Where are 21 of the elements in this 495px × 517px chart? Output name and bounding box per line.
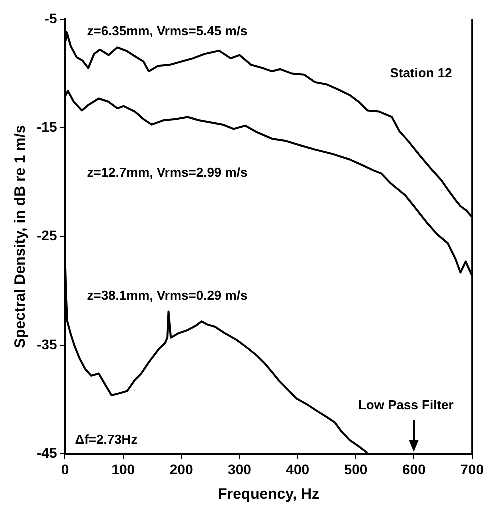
x-tick-label: 700 — [460, 461, 484, 478]
x-tick-label: 600 — [402, 461, 426, 478]
text: z=12.7mm, Vrms=2.99 m/s — [87, 165, 248, 180]
series-label: z=38.1mm, Vrms=0.29 m/s — [87, 288, 248, 303]
x-tick-label: 200 — [170, 461, 194, 478]
annotation: Station 12 — [390, 65, 452, 80]
y-tick-label: -5 — [44, 10, 58, 26]
series-label: z=6.35mm, Vrms=5.45 m/s — [87, 24, 248, 39]
x-tick-label: 500 — [344, 461, 368, 478]
x-tick-label: 300 — [228, 461, 252, 478]
y-tick-label: -25 — [37, 228, 58, 244]
y-axis-title: Spectral Density, in dB re 1 m/s — [12, 125, 30, 348]
x-axis-title: Frequency, Hz — [218, 486, 320, 504]
x-tick-label: 400 — [286, 461, 310, 478]
annotation: Δf=2.73Hz — [75, 432, 138, 448]
y-tick-label: -35 — [37, 336, 58, 352]
ref-line-label: Low Pass Filter — [358, 397, 454, 412]
x-tick-label: 100 — [112, 461, 136, 478]
y-tick-label: -45 — [37, 445, 58, 462]
x-tick-label: 0 — [61, 461, 70, 478]
y-tick-label: -15 — [37, 118, 58, 135]
